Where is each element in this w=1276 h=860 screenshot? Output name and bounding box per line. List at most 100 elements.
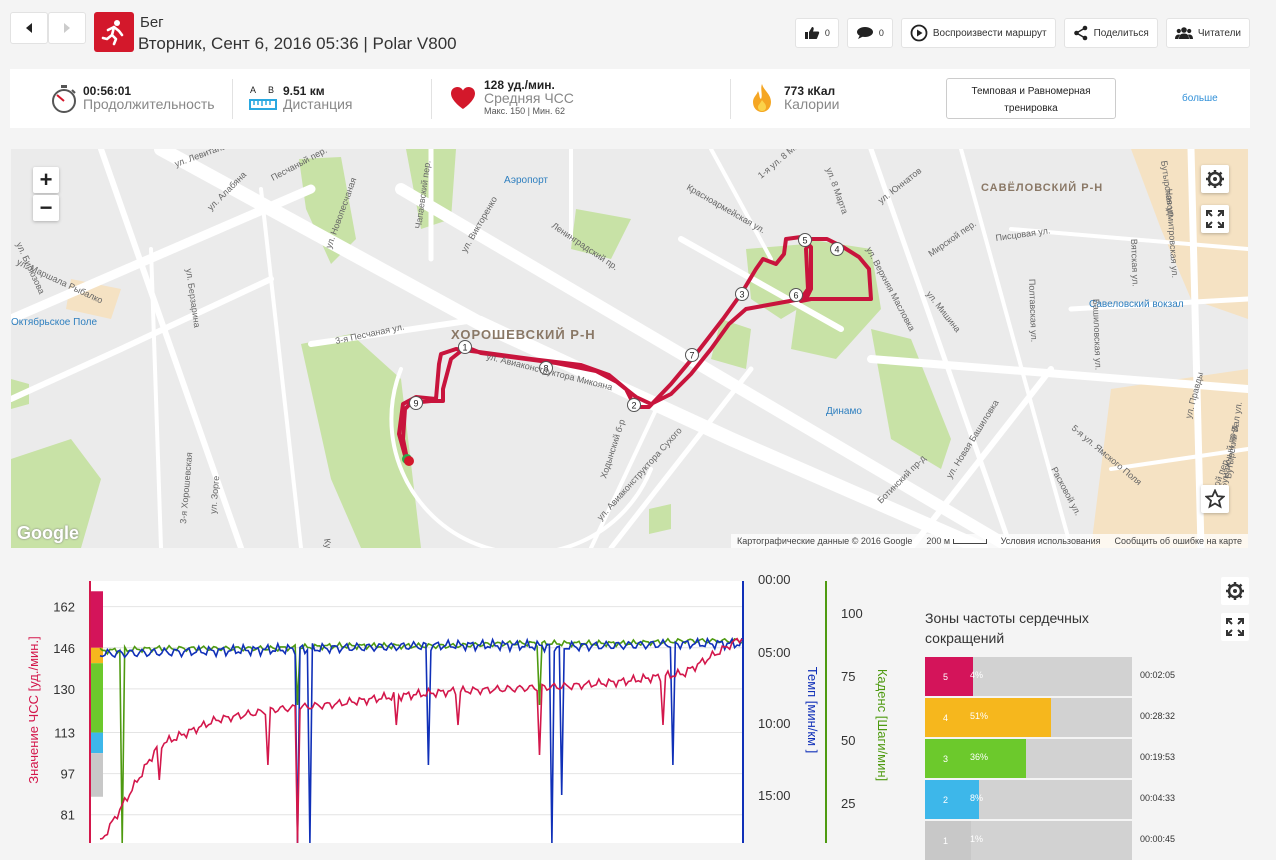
calories-label: Калории	[784, 96, 840, 112]
map-canvas[interactable]: 1 2 3 4 5 6 7 8 9 ХОРОШЕВСКИЙ Р-Н САВЁЛОВСКИЙ Р-Н…	[11, 149, 1248, 548]
street-label: Вятская ул.	[1129, 239, 1141, 287]
route-marker-label: 9	[413, 399, 418, 409]
hr-zone-time: 00:28:32	[1140, 711, 1176, 721]
replay-route-button[interactable]: Воспроизвести маршрут	[900, 18, 1056, 48]
park-area	[11, 439, 101, 548]
route-marker[interactable]: 6	[789, 288, 803, 302]
hr-zone-number: 2	[925, 780, 966, 819]
hr-line	[99, 637, 743, 844]
zoom-out-button[interactable]: −	[33, 195, 59, 221]
followers-button[interactable]: Читатели	[1165, 18, 1250, 48]
chart-fullscreen-button[interactable]	[1221, 613, 1249, 641]
button-label: Воспроизвести маршрут	[932, 27, 1047, 39]
count-label: 0	[878, 28, 884, 38]
hr-zone-bar-fill	[966, 698, 1051, 737]
more-link[interactable]: больше	[1182, 93, 1218, 104]
hr-zone-time: 00:02:05	[1140, 670, 1176, 680]
route-marker-label: 6	[793, 291, 798, 301]
route-marker[interactable]: 1	[458, 340, 472, 354]
back-button[interactable]	[10, 12, 48, 44]
calories-stat: 773 кКал Калории	[750, 69, 910, 128]
distance-start-label: A	[250, 85, 257, 95]
metro-label: Октябрьское Поле	[11, 316, 98, 328]
station-label: Савеловский вокзал	[1089, 299, 1184, 310]
chart-settings-button[interactable]	[1221, 577, 1249, 605]
route-marker-label: 7	[689, 351, 694, 361]
map-attribution: Картографические данные © 2016 Google	[737, 536, 913, 546]
route-marker[interactable]: 5	[798, 233, 812, 247]
metro-label: Аэропорт	[504, 175, 548, 186]
route-marker-label: 4	[834, 245, 839, 255]
star-icon	[1205, 489, 1225, 509]
duration-label: Продолжительность	[83, 96, 215, 112]
hr-zone-bar-fill	[966, 780, 980, 819]
summary-bar: 00:56:01 Продолжительность A B 9.51 км Д…	[10, 69, 1250, 128]
finish-marker[interactable]	[404, 456, 414, 466]
y-tick-label: 81	[61, 808, 75, 823]
route-marker[interactable]: 3	[735, 287, 749, 301]
hr-zone-percent: 8%	[970, 793, 984, 803]
hr-zone-bar-fill	[966, 657, 973, 696]
y-tick-label: 146	[53, 641, 75, 656]
route-marker[interactable]: 9	[409, 396, 423, 410]
hr-zones-title: Зоны частоты сердечных сокращений	[925, 610, 1089, 646]
gear-icon	[1206, 170, 1224, 188]
fullscreen-icon	[1226, 618, 1244, 636]
pace-line	[99, 636, 743, 844]
hr-zone-band	[91, 647, 103, 664]
route-map[interactable]: 1 2 3 4 5 6 7 8 9 ХОРОШЕВСКИЙ Р-Н САВЁЛОВСКИЙ Р-Н…	[11, 149, 1248, 548]
map-fullscreen-button[interactable]	[1201, 205, 1229, 233]
flame-icon	[753, 84, 771, 112]
pace-tick-label: 05:00	[758, 645, 791, 660]
route-marker[interactable]: 2	[627, 398, 641, 412]
pace-axis-title: Темп [мин/км ]	[805, 667, 820, 753]
hr-zone-number: 1	[925, 821, 966, 860]
duration-value: 00:56:01	[83, 84, 132, 98]
zoom-in-button[interactable]: +	[33, 167, 59, 193]
activity-header: Бег Вторник, Сент 6, 2016 05:36 | Polar …	[0, 0, 1276, 62]
street-label: Полтавская ул.	[1027, 279, 1039, 343]
play-icon	[910, 24, 928, 42]
chart-canvas[interactable]: 162 146 130 113 97 81 00:00 05:00 10:00 15:00 100 7…	[0, 572, 900, 844]
hr-zone-row: 4 51% 00:28:32	[925, 698, 1225, 737]
comment-button[interactable]: 0	[846, 18, 893, 48]
map-settings-button[interactable]	[1201, 165, 1229, 193]
route-marker[interactable]: 8	[539, 361, 553, 375]
workout-chart[interactable]: 162 146 130 113 97 81 00:00 05:00 10:00 15:00 100 7…	[0, 572, 900, 844]
activity-subtitle: Вторник, Сент 6, 2016 05:36 | Polar V800	[138, 34, 457, 53]
share-button[interactable]: Поделиться	[1063, 18, 1158, 48]
activity-title: Бег	[140, 14, 164, 31]
hr-zone-row: 2 8% 00:04:33	[925, 780, 1225, 819]
heart-rate-stat: 128 уд./мин. Средняя ЧСС Макс. 150 | Мин…	[450, 69, 670, 128]
route-marker-label: 5	[802, 236, 807, 246]
distance-stat: A B 9.51 км Дистанция	[249, 69, 429, 128]
y-tick-label: 130	[53, 682, 75, 697]
action-toolbar: 0 0 Воспроизвести маршрут Поделиться Читател…	[794, 18, 1250, 48]
stopwatch-icon	[52, 85, 76, 113]
pace-tick-label: 00:00	[758, 575, 791, 587]
hr-zone-number: 3	[925, 739, 966, 778]
hr-zone-time: 00:00:45	[1140, 834, 1176, 844]
street-label: Кусинена улица	[322, 538, 341, 548]
street-label: Башиловская ул.	[1091, 299, 1103, 371]
divider	[431, 79, 432, 119]
hr-zone-bar: 4%	[966, 657, 1132, 696]
people-icon	[1174, 26, 1193, 40]
report-error-link[interactable]: Сообщить об ошибке на карте	[1114, 536, 1242, 546]
hr-zone-row: 1 1% 00:00:45	[925, 821, 1225, 860]
route-marker[interactable]: 7	[685, 348, 699, 362]
route-marker[interactable]: 4	[830, 242, 844, 256]
terms-link[interactable]: Условия использования	[1000, 536, 1101, 546]
cadence-axis-title: Каденс [Шаги/мин]	[875, 669, 890, 781]
favorite-route-button[interactable]	[1201, 485, 1229, 513]
pace-tick-label: 10:00	[758, 716, 791, 731]
cadence-tick-label: 25	[841, 796, 855, 811]
heart-icon	[451, 87, 475, 109]
training-type-button[interactable]: Темповая и Равномерная тренировка	[946, 78, 1116, 119]
hr-zone-row: 3 36% 00:19:53	[925, 739, 1225, 778]
forward-button[interactable]	[48, 12, 86, 44]
like-button[interactable]: 0	[794, 18, 839, 48]
cadence-tick-label: 50	[841, 733, 855, 748]
park-area	[571, 209, 631, 259]
arrow-right-icon	[64, 23, 70, 33]
